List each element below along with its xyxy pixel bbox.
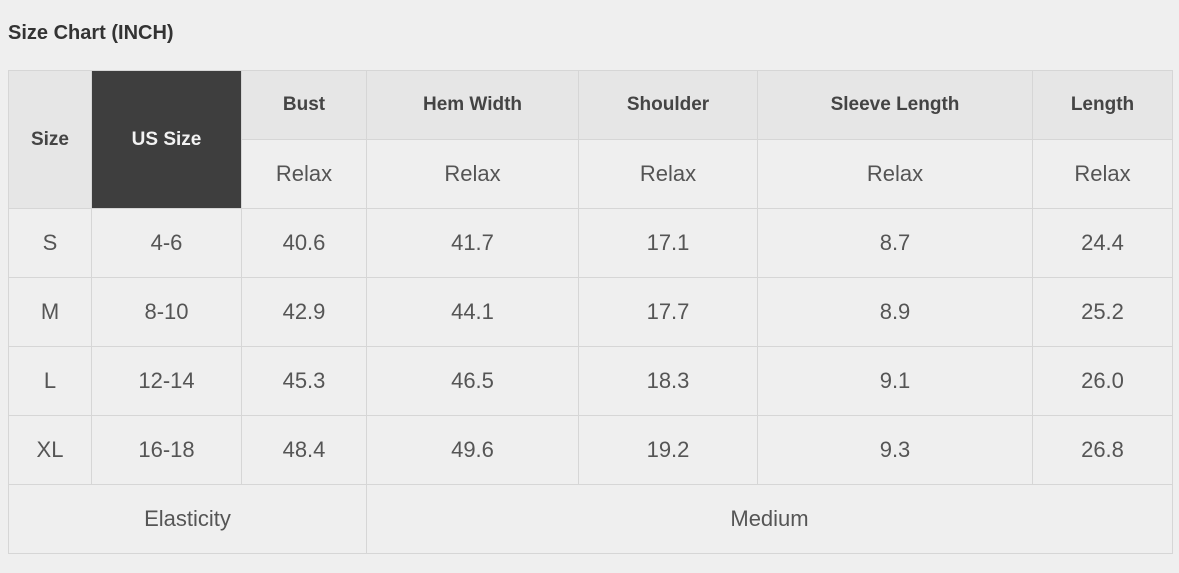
- table-cell: 42.9: [241, 277, 367, 347]
- subheader-cell: Relax: [366, 139, 579, 209]
- size-chart-title: Size Chart (INCH): [8, 22, 174, 44]
- table-cell: S: [8, 208, 92, 278]
- table-cell: 8-10: [91, 277, 242, 347]
- table-cell: 48.4: [241, 415, 367, 485]
- table-cell: 8.7: [757, 208, 1033, 278]
- table-cell: 25.2: [1032, 277, 1173, 347]
- header-length: Length: [1032, 70, 1173, 140]
- table-cell: 49.6: [366, 415, 579, 485]
- table-cell: 26.0: [1032, 346, 1173, 416]
- table-cell: 24.4: [1032, 208, 1173, 278]
- table-cell: 17.7: [578, 277, 758, 347]
- table-cell: 9.1: [757, 346, 1033, 416]
- footer-row: Elasticity Medium: [8, 484, 1173, 554]
- header-hem-width: Hem Width: [366, 70, 579, 140]
- subheader-cell: Relax: [1032, 139, 1173, 209]
- table-cell: 9.3: [757, 415, 1033, 485]
- table-cell: 46.5: [366, 346, 579, 416]
- header-sleeve-length: Sleeve Length: [757, 70, 1033, 140]
- table-row: L 12-14 45.3 46.5 18.3 9.1 26.0: [8, 346, 1173, 416]
- table-cell: 44.1: [366, 277, 579, 347]
- subheader-cell: Relax: [578, 139, 758, 209]
- subheader-cell: Relax: [757, 139, 1033, 209]
- table-cell: 12-14: [91, 346, 242, 416]
- table-cell: 45.3: [241, 346, 367, 416]
- table-row: M 8-10 42.9 44.1 17.7 8.9 25.2: [8, 277, 1173, 347]
- table-cell: 26.8: [1032, 415, 1173, 485]
- header-size: Size: [8, 70, 92, 209]
- table-row: XL 16-18 48.4 49.6 19.2 9.3 26.8: [8, 415, 1173, 485]
- subheader-cell: Relax: [241, 139, 367, 209]
- elasticity-value: Medium: [366, 484, 1173, 554]
- table-cell: M: [8, 277, 92, 347]
- table-cell: 18.3: [578, 346, 758, 416]
- table-cell: 41.7: [366, 208, 579, 278]
- elasticity-label: Elasticity: [8, 484, 367, 554]
- table-cell: L: [8, 346, 92, 416]
- subheader-row: Relax Relax Relax Relax Relax: [9, 139, 1173, 209]
- table-cell: 40.6: [241, 208, 367, 278]
- table-cell: 17.1: [578, 208, 758, 278]
- table-row: S 4-6 40.6 41.7 17.1 8.7 24.4: [8, 208, 1173, 278]
- header-us-size: US Size: [91, 70, 242, 209]
- size-chart-table: Size US Size Bust Hem Width Shoulder Sle…: [8, 70, 1173, 554]
- table-cell: 19.2: [578, 415, 758, 485]
- table-cell: XL: [8, 415, 92, 485]
- header-shoulder: Shoulder: [578, 70, 758, 140]
- table-cell: 4-6: [91, 208, 242, 278]
- header-row: Size US Size Bust Hem Width Shoulder Sle…: [8, 70, 1173, 209]
- header-bust: Bust: [241, 70, 367, 140]
- table-cell: 8.9: [757, 277, 1033, 347]
- table-cell: 16-18: [91, 415, 242, 485]
